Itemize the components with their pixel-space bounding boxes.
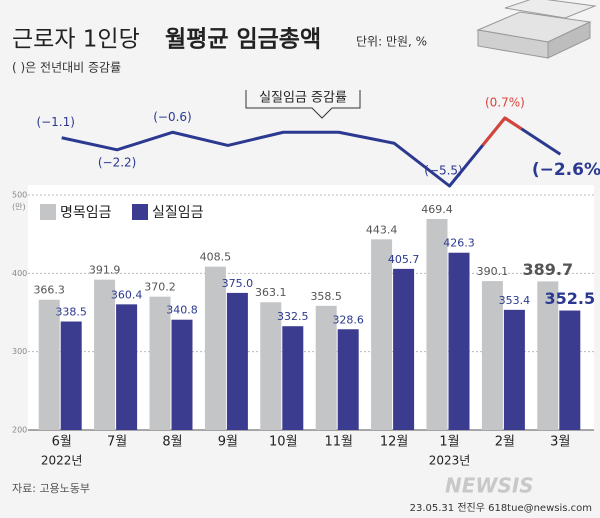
- year-label: 2022년: [41, 454, 83, 468]
- y-tick-label: 400: [12, 269, 27, 278]
- bar: [226, 292, 248, 430]
- bar: [426, 218, 448, 430]
- credit: 23.05.31 전진우 618tue@newsis.com: [410, 502, 592, 514]
- bar-value-label: 338.5: [55, 306, 87, 319]
- bar-value-label: 358.5: [310, 290, 342, 303]
- x-tick-label: 8월: [162, 435, 182, 450]
- x-tick-label: 1월: [439, 435, 459, 450]
- bar: [94, 279, 116, 430]
- line-value-label: (−5.5): [424, 164, 463, 178]
- bar: [149, 296, 171, 430]
- money-icon: [476, 0, 597, 59]
- bar-value-label: 443.4: [366, 223, 398, 236]
- bar: [337, 329, 359, 430]
- bar: [371, 239, 393, 430]
- x-tick-label: 12월: [380, 435, 409, 450]
- line-callout: 실질임금 증감률: [245, 90, 361, 119]
- bar-value-label: 469.4: [421, 203, 453, 216]
- line-value-label: (−1.1): [36, 115, 75, 129]
- bar: [260, 302, 282, 430]
- bar: [282, 326, 304, 430]
- source: 자료: 고용노동부: [12, 482, 90, 495]
- x-tick-label: 6월: [52, 435, 72, 450]
- bar-value-label: 426.3: [443, 237, 475, 250]
- y-tick-label: 200: [12, 426, 27, 435]
- bar: [171, 319, 193, 430]
- bar: [116, 304, 138, 430]
- note: ( )은 전년대비 증감률: [12, 61, 121, 75]
- x-tick-label: 3월: [550, 435, 570, 450]
- legend-swatch: [40, 204, 56, 220]
- bar-value-label: 352.5: [544, 289, 595, 308]
- y-unit: (만): [12, 203, 26, 212]
- bar-value-label: 360.4: [111, 288, 143, 301]
- title-bold: 월평균 임금총액: [165, 27, 321, 53]
- line-value-label: (−0.6): [153, 110, 192, 124]
- line-value-label: (0.7%): [485, 96, 525, 110]
- bar-value-label: 408.5: [200, 251, 232, 264]
- line-value-label: (−2.6%): [532, 160, 600, 180]
- bar-value-label: 391.9: [89, 264, 121, 277]
- bar: [315, 305, 337, 430]
- bar-value-label: 363.1: [255, 286, 287, 299]
- bar-value-label: 389.7: [522, 260, 573, 279]
- x-tick-label: 2월: [495, 435, 515, 450]
- legend-swatch: [132, 204, 148, 220]
- bar: [503, 309, 525, 430]
- bar-value-label: 366.3: [33, 284, 65, 297]
- line: [61, 116, 562, 188]
- bar: [60, 321, 82, 430]
- bar: [393, 268, 415, 430]
- bar-value-label: 340.8: [166, 304, 198, 317]
- bar-value-label: 370.2: [144, 281, 176, 294]
- x-tick-label: 9월: [218, 435, 238, 450]
- bar: [204, 266, 226, 430]
- legend-label: 명목임금: [60, 205, 112, 221]
- bar: [537, 281, 559, 430]
- legend-label: 실질임금: [152, 205, 204, 221]
- line-highlight: [481, 116, 523, 147]
- bar-value-label: 390.1: [477, 265, 509, 278]
- bar-value-label: 405.7: [388, 253, 420, 266]
- title-regular: 근로자 1인당: [12, 27, 140, 53]
- bar-value-label: 328.6: [332, 313, 364, 326]
- y-tick-label: 300: [12, 347, 27, 356]
- bar-value-label: 332.5: [277, 310, 309, 323]
- bar: [559, 310, 581, 430]
- x-tick-label: 7월: [107, 435, 127, 450]
- line-value-label: (−2.2): [98, 155, 137, 169]
- bar: [38, 299, 60, 430]
- bar-value-label: 375.0: [222, 277, 254, 290]
- year-label: 2023년: [429, 454, 471, 468]
- bar: [481, 281, 503, 430]
- bar-value-label: 353.4: [499, 294, 531, 307]
- x-tick-label: 10월: [269, 435, 298, 450]
- bar: [448, 252, 470, 430]
- line-label: 실질임금 증감률: [259, 91, 347, 106]
- y-tick-label: 500: [12, 191, 27, 200]
- logo: NEWSIS: [445, 474, 534, 498]
- x-tick-label: 11월: [324, 435, 353, 450]
- unit: 단위: 만원, %: [356, 35, 427, 49]
